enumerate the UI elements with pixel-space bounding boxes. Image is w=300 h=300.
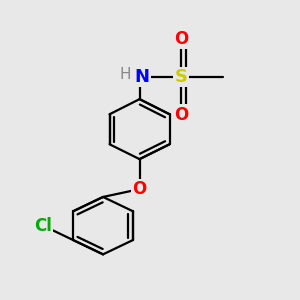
Text: N: N <box>135 68 150 86</box>
Text: O: O <box>174 30 188 48</box>
Text: O: O <box>132 180 147 198</box>
Text: H: H <box>119 67 131 82</box>
Text: Cl: Cl <box>34 217 52 235</box>
Text: O: O <box>174 106 188 124</box>
Text: S: S <box>175 68 188 86</box>
